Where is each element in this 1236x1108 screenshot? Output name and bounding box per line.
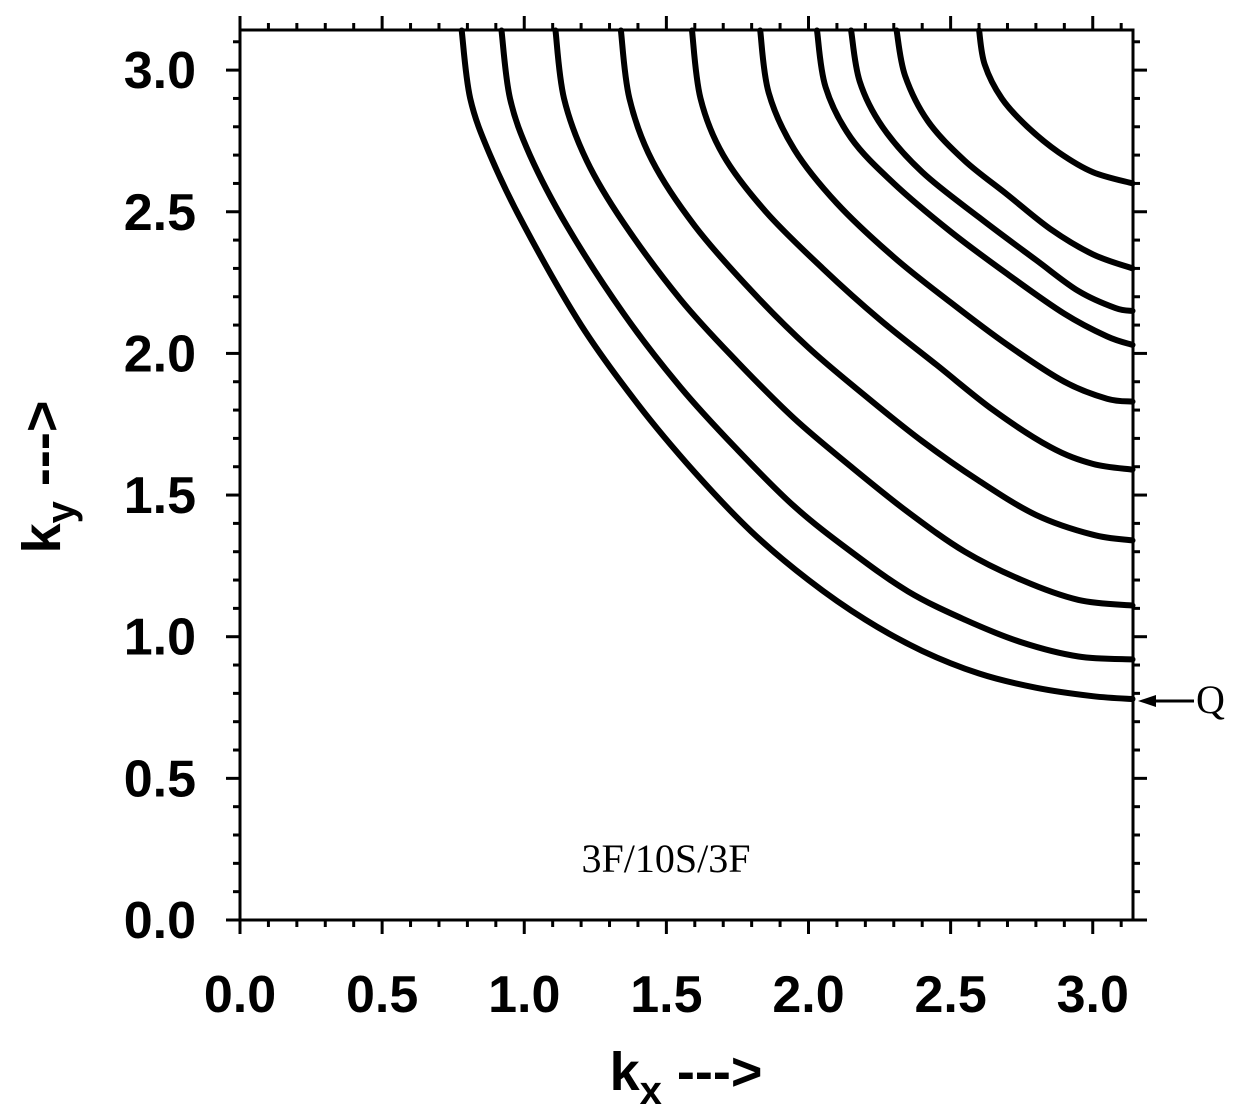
x-axis-title-sub: x xyxy=(640,1069,662,1108)
x-axis-title-suffix: ---> xyxy=(662,1042,763,1102)
axis-ticks xyxy=(226,16,1147,934)
x-tick-label: 2.0 xyxy=(772,966,844,1024)
contour-line-3 xyxy=(552,27,1136,609)
y-axis-title-suffix: ---> xyxy=(12,401,72,502)
x-axis-title: kx ---> xyxy=(610,1042,763,1108)
y-axis-title: ky ---> xyxy=(12,401,83,554)
y-tick-label: 2.0 xyxy=(124,325,196,383)
x-axis-title-main: k xyxy=(610,1042,641,1102)
q-label: Q xyxy=(1196,677,1225,722)
y-tick-labels: 0.0 0.5 1.0 1.5 2.0 2.5 3.0 xyxy=(124,42,196,950)
contour-line-6 xyxy=(757,27,1136,405)
y-tick-label: 1.5 xyxy=(124,467,196,525)
contour-line-7 xyxy=(814,27,1136,348)
y-tick-label: 1.0 xyxy=(124,609,196,667)
y-tick-label: 0.5 xyxy=(124,750,196,808)
x-tick-label: 1.0 xyxy=(488,966,560,1024)
contour-line-2 xyxy=(498,27,1136,663)
x-tick-label: 3.0 xyxy=(1057,966,1129,1024)
x-tick-label: 0.5 xyxy=(346,966,418,1024)
panel-label: 3F/10S/3F xyxy=(582,836,751,881)
contour-lines xyxy=(458,27,1136,702)
y-tick-label: 3.0 xyxy=(124,42,196,100)
y-tick-label: 0.0 xyxy=(124,892,196,950)
x-tick-label: 1.5 xyxy=(630,966,702,1024)
contour-line-9 xyxy=(893,27,1136,272)
contour-line-8 xyxy=(848,27,1136,314)
q-arrowhead xyxy=(1138,695,1156,707)
contour-line-1 xyxy=(458,27,1136,702)
q-marker: Q xyxy=(1138,677,1225,722)
contour-line-10 xyxy=(976,27,1136,187)
plot-frame xyxy=(238,28,1135,922)
x-tick-label: 2.5 xyxy=(914,966,986,1024)
y-tick-label: 2.5 xyxy=(124,184,196,242)
x-tick-labels: 0.0 0.5 1.0 1.5 2.0 2.5 3.0 xyxy=(204,966,1129,1024)
contour-line-4 xyxy=(617,27,1136,544)
contour-line-5 xyxy=(689,27,1136,473)
y-axis-title-main: k xyxy=(12,522,72,553)
x-tick-label: 0.0 xyxy=(204,966,276,1024)
y-axis-title-sub: y xyxy=(39,500,83,523)
